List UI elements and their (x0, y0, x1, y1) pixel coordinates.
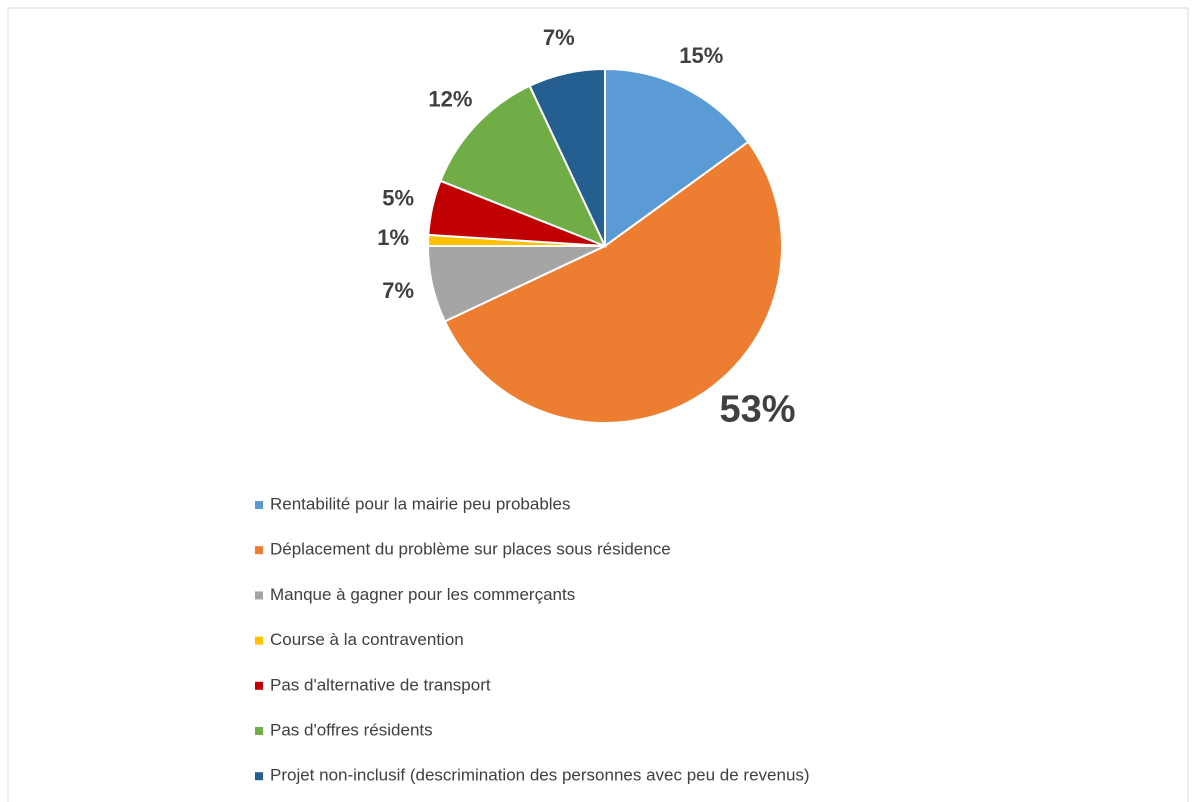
pie-slice (439, 84, 607, 248)
legend-label: Déplacement du problème sur places sous … (270, 540, 671, 559)
pie-slice (443, 140, 783, 424)
pie-slice (604, 67, 750, 248)
data-label: 12% (428, 87, 472, 112)
chart-frame (7, 7, 1189, 802)
legend-swatch (255, 501, 263, 509)
legend-label: Rentabilité pour la mairie peu probables (270, 494, 571, 513)
data-label: 1% (377, 225, 409, 250)
legend-swatch (255, 772, 263, 781)
legend-swatch (255, 727, 263, 735)
legend-label: Pas d'offres résidents (270, 720, 433, 739)
legend-label: Projet non-inclusif (descrimination des … (270, 766, 810, 785)
legend-label: Pas d'alternative de transport (270, 675, 491, 694)
legend-swatch (255, 591, 263, 600)
legend-swatch (255, 546, 263, 555)
data-label: 15% (679, 43, 723, 68)
data-label: 5% (382, 186, 414, 211)
data-label: 7% (543, 25, 575, 50)
legend-swatch (255, 636, 263, 645)
legend-label: Manque à gagner pour les commerçants (270, 585, 575, 604)
data-label: 7% (382, 278, 414, 303)
data-label: 53% (720, 389, 796, 431)
pie-slice (528, 67, 606, 247)
legend-label: Course à la contravention (270, 630, 464, 649)
legend-swatch (255, 681, 263, 690)
